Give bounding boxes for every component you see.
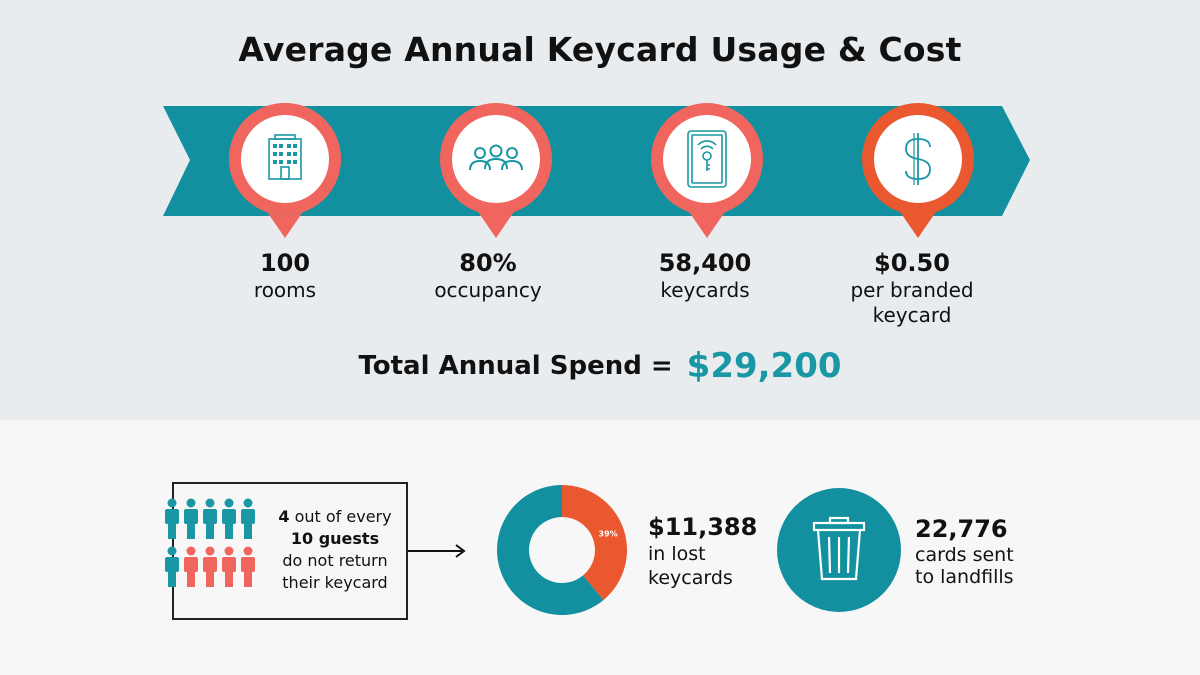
lost-keycards-donut-chart: 39% [497,485,627,615]
lost-keycards-stat: $11,388 in lost keycards [648,512,788,590]
trash-icon [812,516,866,581]
guests-line1: out of every [289,507,392,526]
stat-rooms: 100 rooms [185,248,385,303]
landfill-stat: 22,776 cards sent to landfills [915,514,1075,588]
stat-occupancy: 80% occupancy [388,248,588,303]
stat-keycards: 58,400 keycards [605,248,805,303]
total-label: Total Annual Spend = [358,351,673,381]
person-not-returned-icon [184,546,198,587]
people-pictogram [165,498,255,587]
person-not-returned-icon [241,546,255,587]
pin-rooms [229,103,341,243]
stat-value: 100 [259,249,311,277]
person-icon [165,498,179,539]
guests-line4: their keycard [282,573,388,592]
stat-value: 80% [459,249,517,277]
lost-label-line-1: in lost [648,543,706,565]
person-icon [222,498,236,539]
pin-occupancy [440,103,552,243]
total-annual-spend: Total Annual Spend = $29,200 [0,346,1200,386]
landfill-value: 22,776 [915,515,1008,543]
guests-line3: do not return [282,551,388,570]
stat-value: 58,400 [658,249,752,277]
lost-value: $11,388 [648,513,758,541]
person-icon [241,498,255,539]
stat-label: rooms [253,278,317,302]
stat-label: keycards [660,278,750,302]
stat-value: $0.50 [874,249,950,277]
keycard-icon [687,130,727,188]
person-icon [184,498,198,539]
pin-keycards [651,103,763,243]
landfill-label-line-2: to landfills [915,566,1014,588]
guests-count: 4 [278,507,290,526]
trash-circle [777,488,901,612]
building-icon [268,134,302,180]
stat-label-line-1: per branded [850,278,974,302]
people-icon [469,144,523,171]
donut-data-label: 39% [599,529,618,538]
person-not-returned-icon [222,546,236,587]
person-icon [165,546,179,587]
page-title: Average Annual Keycard Usage & Cost [238,30,962,69]
stat-label: occupancy [434,278,542,302]
pin-price [862,103,974,243]
stat-price: $0.50 per branded keycard [812,248,1012,328]
guests-total: 10 guests [290,529,380,548]
arrow-banner [163,106,1030,216]
person-icon [203,498,217,539]
donut-slice-1 [497,485,604,615]
dollar-icon [905,133,931,185]
guests-text: 4 out of every 10 guests do not return t… [266,506,404,594]
total-value: $29,200 [686,346,842,386]
lost-label-line-2: keycards [648,567,733,589]
stat-label-line-2: keycard [872,303,952,327]
person-not-returned-icon [203,546,217,587]
arrow-right-icon [408,544,466,558]
donut-slice-0 [562,485,627,601]
landfill-label-line-1: cards sent [915,544,1014,566]
